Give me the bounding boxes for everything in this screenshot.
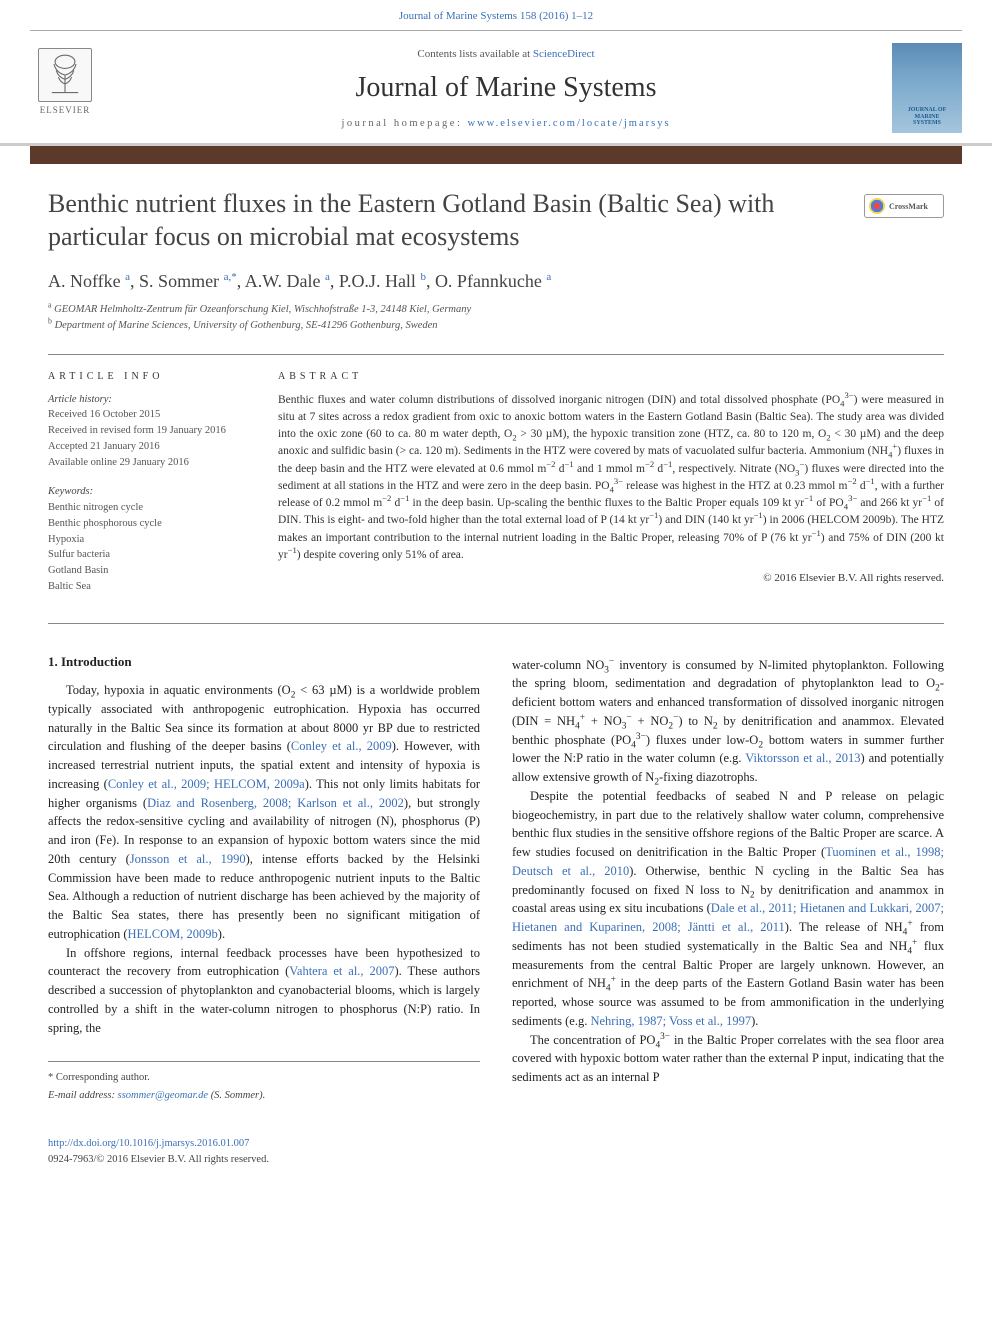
email-person: (S. Sommer). (211, 1090, 266, 1101)
corresponding-author-footnote: * Corresponding author. E-mail address: … (48, 1061, 480, 1104)
publisher-name: ELSEVIER (40, 105, 91, 115)
body-paragraph: Despite the potential feedbacks of seabe… (512, 787, 944, 1031)
masthead: ELSEVIER Contents lists available at Sci… (0, 31, 992, 146)
body-paragraph: The concentration of PO43− in the Baltic… (512, 1031, 944, 1087)
keyword: Gotland Basin (48, 563, 254, 579)
abstract-text: Benthic fluxes and water column distribu… (278, 392, 944, 565)
email-label: E-mail address: (48, 1090, 115, 1101)
crossmark-icon (869, 198, 885, 214)
affiliation-a: a GEOMAR Helmholtz-Zentrum für Ozeanfors… (48, 302, 944, 318)
keyword: Benthic phosphorous cycle (48, 516, 254, 532)
keyword: Hypoxia (48, 532, 254, 548)
keyword: Baltic Sea (48, 579, 254, 595)
header-citation: Journal of Marine Systems 158 (2016) 1–1… (0, 0, 992, 30)
keywords-block: Keywords: Benthic nitrogen cycle Benthic… (48, 484, 254, 594)
sciencedirect-link[interactable]: ScienceDirect (533, 48, 595, 60)
keyword: Sulfur bacteria (48, 547, 254, 563)
abstract-copyright: © 2016 Elsevier B.V. All rights reserved… (278, 570, 944, 587)
homepage-link[interactable]: www.elsevier.com/locate/jmarsys (468, 118, 671, 129)
elsevier-tree-icon (38, 48, 92, 102)
corresponding-label: * Corresponding author. (48, 1070, 480, 1086)
abstract-column: ABSTRACT Benthic fluxes and water column… (278, 369, 944, 609)
body-left-column: 1. Introduction Today, hypoxia in aquati… (48, 652, 480, 1168)
crossmark-badge[interactable]: CrossMark (864, 194, 944, 218)
affiliations: a GEOMAR Helmholtz-Zentrum für Ozeanfors… (48, 302, 944, 334)
journal-name: Journal of Marine Systems (120, 72, 892, 104)
affiliation-b: b Department of Marine Sciences, Univers… (48, 318, 944, 334)
article-info-label: ARTICLE INFO (48, 369, 254, 384)
body-paragraph: Today, hypoxia in aquatic environments (… (48, 681, 480, 944)
contents-prefix: Contents lists available at (417, 48, 532, 60)
doi-link[interactable]: http://dx.doi.org/10.1016/j.jmarsys.2016… (48, 1138, 249, 1149)
abstract-label: ABSTRACT (278, 369, 944, 384)
article-history: Article history: Received 16 October 201… (48, 392, 254, 471)
history-heading: Article history: (48, 392, 254, 408)
body-paragraph: In offshore regions, internal feedback p… (48, 944, 480, 1038)
homepage-prefix: journal homepage: (341, 118, 467, 129)
article-title: Benthic nutrient fluxes in the Eastern G… (48, 188, 864, 253)
cover-text: JOURNAL OF MARINE SYSTEMS (908, 107, 947, 127)
intro-heading: 1. Introduction (48, 652, 480, 672)
history-line: Accepted 21 January 2016 (48, 439, 254, 455)
body-right-column: water-column NO3− inventory is consumed … (512, 652, 944, 1168)
body-two-column: 1. Introduction Today, hypoxia in aquati… (48, 652, 944, 1168)
brown-accent-bar (30, 146, 962, 164)
masthead-center: Contents lists available at ScienceDirec… (120, 48, 892, 129)
author-list: A. Noffke a, S. Sommer a,*, A.W. Dale a,… (48, 271, 944, 292)
journal-homepage-line: journal homepage: www.elsevier.com/locat… (120, 118, 892, 129)
journal-cover-thumbnail: JOURNAL OF MARINE SYSTEMS (892, 43, 962, 133)
email-link[interactable]: ssommer@geomar.de (118, 1090, 208, 1101)
body-paragraph: water-column NO3− inventory is consumed … (512, 656, 944, 787)
keywords-heading: Keywords: (48, 484, 254, 500)
article-info-sidebar: ARTICLE INFO Article history: Received 1… (48, 369, 278, 609)
history-line: Received 16 October 2015 (48, 407, 254, 423)
doi-block: http://dx.doi.org/10.1016/j.jmarsys.2016… (48, 1136, 480, 1168)
issn-copyright: 0924-7963/© 2016 Elsevier B.V. All right… (48, 1154, 269, 1165)
email-line: E-mail address: ssommer@geomar.de (S. So… (48, 1088, 480, 1104)
history-line: Available online 29 January 2016 (48, 455, 254, 471)
contents-line: Contents lists available at ScienceDirec… (120, 48, 892, 60)
keyword: Benthic nitrogen cycle (48, 500, 254, 516)
publisher-logo: ELSEVIER (30, 48, 100, 128)
history-line: Received in revised form 19 January 2016 (48, 423, 254, 439)
citation-link[interactable]: Journal of Marine Systems 158 (2016) 1–1… (399, 10, 593, 22)
crossmark-label: CrossMark (889, 202, 928, 211)
